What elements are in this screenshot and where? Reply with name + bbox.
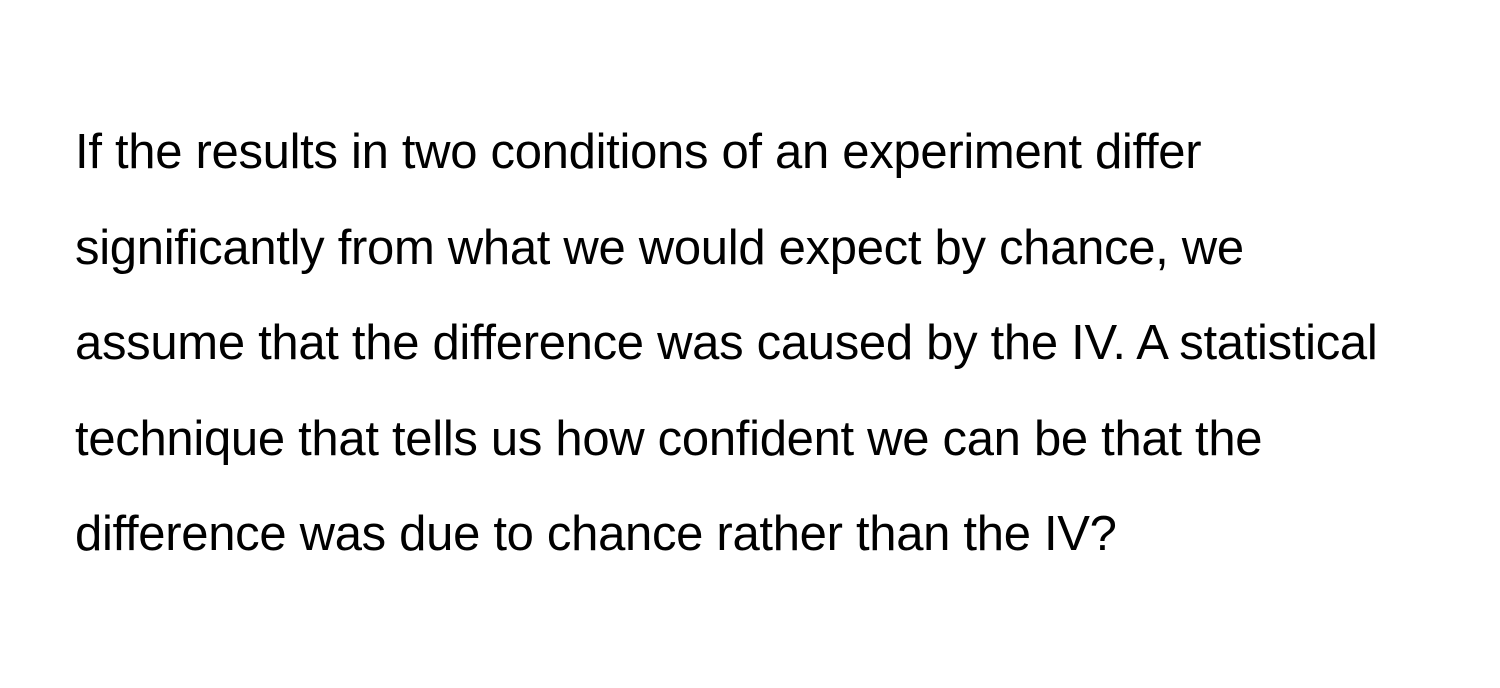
- question-text: If the results in two conditions of an e…: [75, 105, 1410, 583]
